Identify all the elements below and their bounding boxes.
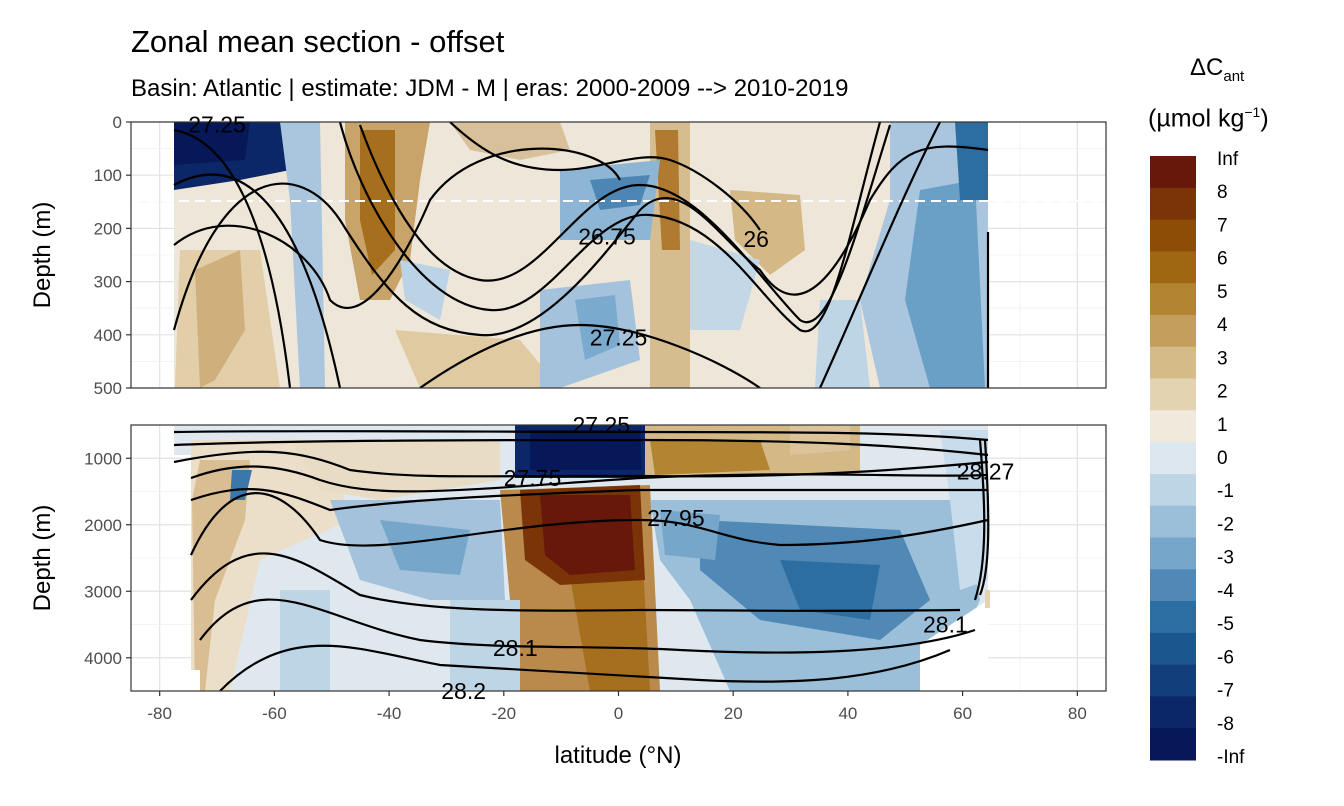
colorbar-label: 8	[1217, 182, 1228, 203]
colorbar-swatch	[1150, 473, 1196, 507]
colorbar-swatch	[1150, 696, 1196, 729]
chart-title: Zonal mean section - offset	[131, 24, 505, 59]
colorbar-swatch	[1150, 219, 1196, 252]
y-tick-label: 300	[94, 273, 122, 292]
colorbar-label: 2	[1217, 382, 1228, 403]
colorbar-label: -5	[1217, 614, 1234, 635]
contour-label: 26.75	[578, 223, 636, 249]
x-tick-label: -60	[262, 704, 287, 723]
colorbar-label: 5	[1217, 282, 1228, 303]
y-tick-label: 0	[113, 113, 122, 132]
colorbar-swatch	[1150, 156, 1196, 189]
y-tick-label: 200	[94, 219, 122, 238]
contour-label: 28.27	[957, 459, 1015, 485]
colorbar-label: 1	[1217, 415, 1228, 436]
x-tick-label: 20	[724, 704, 743, 723]
panel-lower: 27.25 27.75 27.95 28.1 28.2 28.1 28.27 1000 200…	[84, 412, 1107, 704]
contour-label: 28.1	[493, 635, 538, 661]
y-axis-label-upper: Depth (m)	[29, 202, 56, 309]
y-tick-label: 400	[94, 326, 122, 345]
colorbar-label: -2	[1217, 514, 1234, 535]
field-lower	[173, 425, 990, 691]
legend-title: ΔCant	[1190, 54, 1244, 85]
x-tick-label: -80	[147, 704, 172, 723]
x-axis: -80 -60 -40 -20 0 20 40 60 80	[147, 691, 1087, 723]
colorbar-label: -6	[1217, 647, 1234, 668]
colorbar-label: -Inf	[1217, 747, 1245, 768]
panel-upper: 27.25 26.75 26 27.25 0 100 200 300 400 500	[94, 112, 1107, 398]
x-tick-label: -20	[492, 704, 517, 723]
colorbar-swatch	[1150, 569, 1196, 602]
y-tick-label: 3000	[84, 582, 122, 601]
colorbar-label: -1	[1217, 481, 1234, 502]
legend-units-close: )	[1260, 104, 1269, 133]
colorbar-swatch	[1150, 442, 1196, 475]
colorbar-label: -4	[1217, 581, 1234, 602]
colorbar-label: 4	[1217, 315, 1228, 336]
colorbar-swatch	[1150, 251, 1196, 284]
x-tick-label: 60	[953, 704, 972, 723]
colorbar-swatch	[1150, 346, 1196, 380]
colorbar-label: Inf	[1217, 149, 1239, 170]
colorbar-label: -8	[1217, 714, 1234, 735]
colorbar-label: -7	[1217, 681, 1234, 702]
contour-label: 27.95	[647, 505, 705, 531]
contour-label: 27.75	[504, 465, 562, 491]
x-axis-label: latitude (°N)	[555, 742, 682, 769]
colorbar-label: 6	[1217, 249, 1228, 270]
colorbar-swatch	[1150, 314, 1196, 348]
y-tick-label: 1000	[84, 449, 122, 468]
legend-title-main: ΔC	[1190, 54, 1224, 81]
colorbar-label: -3	[1217, 548, 1234, 569]
contour-label: 26	[743, 226, 769, 252]
contour-label: 28.2	[441, 678, 486, 704]
y-tick-label: 100	[94, 166, 122, 185]
x-tick-label: 40	[838, 704, 857, 723]
colorbar-swatch	[1150, 664, 1196, 697]
legend-units-sup: −1	[1244, 104, 1261, 120]
chart-subtitle: Basin: Atlantic | estimate: JDM - M | er…	[131, 75, 849, 102]
colorbar-legend: Inf 8 7 6 5 4 3 2 1 0 -1 -2 -3 -4 -5 -6 -7 -8 -Inf	[1150, 149, 1245, 768]
y-tick-label: 4000	[84, 649, 122, 668]
colorbar-label: 3	[1217, 348, 1228, 369]
y-axis-upper: 0 100 200 300 400 500	[94, 113, 131, 398]
colorbar-swatch	[1150, 410, 1196, 443]
legend-units-main: (µmol kg	[1148, 104, 1245, 133]
x-tick-label: 80	[1068, 704, 1087, 723]
colorbar-swatch	[1150, 632, 1196, 666]
contour-labels-upper: 27.25 26.75 26 27.25	[188, 112, 769, 351]
y-tick-label: 2000	[84, 516, 122, 535]
contour-label: 27.25	[573, 412, 631, 438]
colorbar-swatch	[1150, 537, 1196, 570]
colorbar-swatch	[1150, 283, 1196, 316]
colorbar-swatch	[1150, 728, 1196, 761]
y-axis-label-lower: Depth (m)	[29, 505, 56, 612]
legend-units: (µmol kg−1)	[1148, 104, 1269, 133]
colorbar-swatch	[1150, 187, 1196, 221]
y-axis-lower: 1000 2000 3000 4000	[84, 449, 131, 668]
x-tick-label: -40	[377, 704, 402, 723]
contour-label: 27.25	[188, 112, 246, 138]
colorbar-swatch	[1150, 505, 1196, 538]
y-tick-label: 500	[94, 379, 122, 398]
contour-label: 28.1	[923, 612, 968, 638]
colorbar-swatch	[1150, 378, 1196, 411]
colorbar-swatch	[1150, 601, 1196, 634]
contour-labels-lower: 27.25 27.75 27.95 28.1 28.2 28.1 28.27	[441, 412, 1014, 704]
colorbar-label: 7	[1217, 215, 1228, 236]
legend-title-sub: ant	[1223, 67, 1245, 85]
colorbar-label: 0	[1217, 448, 1228, 469]
field-upper	[131, 122, 1106, 388]
contour-label: 27.25	[590, 324, 648, 350]
x-tick-label: 0	[614, 704, 623, 723]
